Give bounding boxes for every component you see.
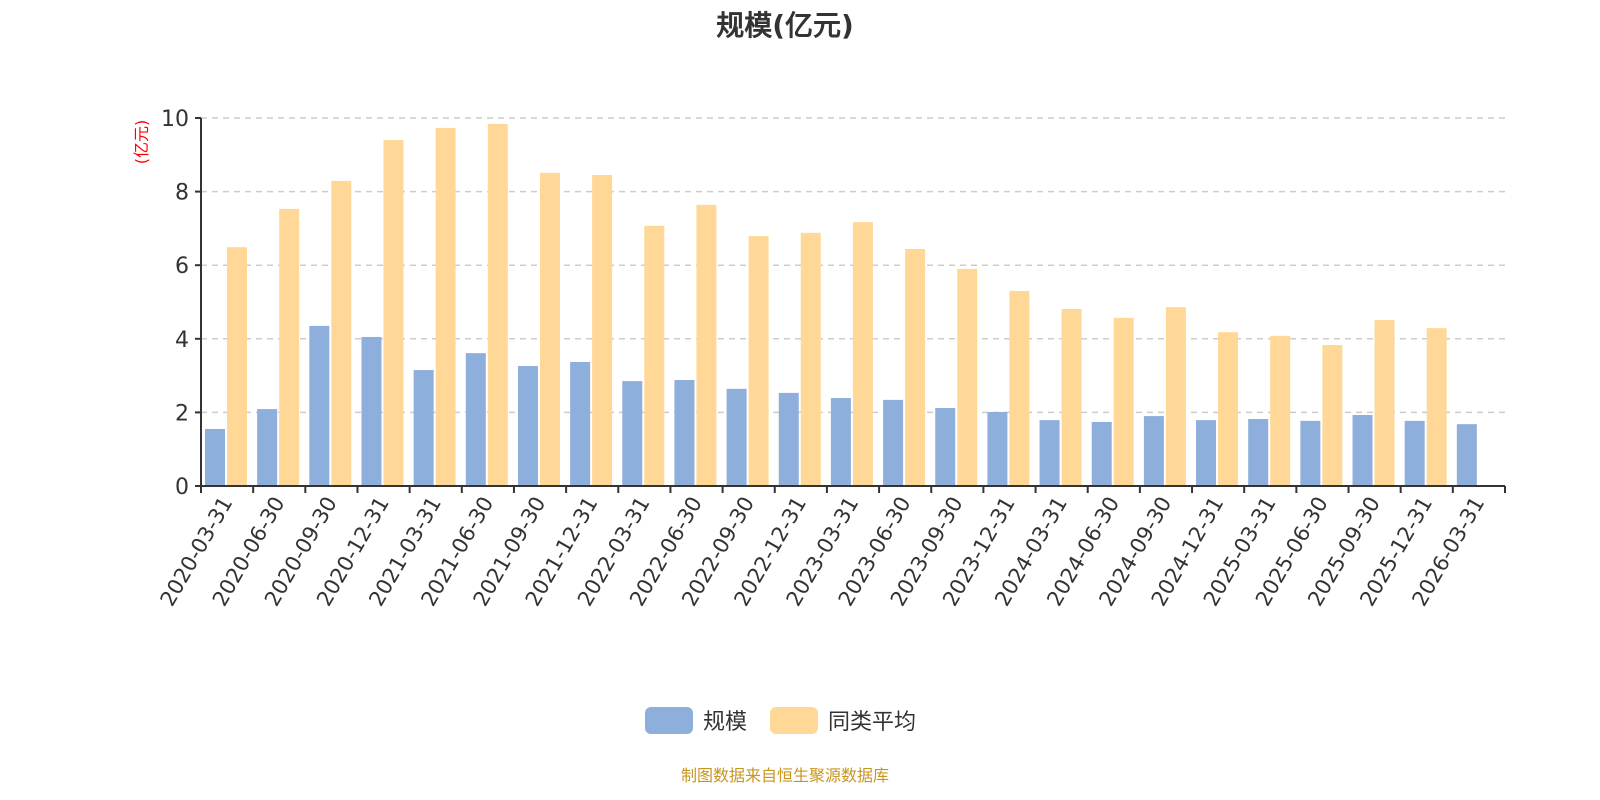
bar-scale bbox=[935, 407, 956, 486]
legend-label: 规模 bbox=[703, 710, 747, 735]
bar-scale bbox=[309, 325, 330, 486]
y-tick-label: 8 bbox=[175, 181, 189, 206]
bar-scale bbox=[1456, 424, 1477, 486]
bar-scale bbox=[726, 388, 747, 486]
y-tick-label: 10 bbox=[161, 107, 189, 132]
y-axis-label: (亿元) bbox=[132, 120, 151, 165]
bar-scale bbox=[570, 361, 591, 486]
bar-peer-average bbox=[1113, 317, 1134, 486]
bar-peer-average bbox=[487, 123, 508, 486]
bar-peer-average bbox=[1009, 290, 1030, 486]
bar-scale bbox=[987, 412, 1008, 486]
y-tick-label: 6 bbox=[175, 254, 189, 279]
bar-peer-average bbox=[852, 222, 873, 487]
bar-scale bbox=[1143, 416, 1164, 486]
bar-peer-average bbox=[331, 180, 352, 487]
bar-scale bbox=[361, 336, 382, 486]
bar-scale bbox=[1248, 419, 1269, 486]
bar-peer-average bbox=[644, 225, 665, 486]
bar-scale bbox=[1352, 414, 1373, 486]
bar-scale bbox=[778, 392, 799, 486]
bar-scale bbox=[205, 428, 225, 486]
bar-peer-average bbox=[539, 172, 560, 486]
bar-scale bbox=[830, 398, 851, 486]
bar-peer-average bbox=[1374, 320, 1395, 486]
legend-swatch bbox=[645, 707, 693, 734]
bar-scale bbox=[517, 366, 538, 486]
bar-peer-average bbox=[1218, 332, 1239, 486]
bar-peer-average bbox=[1270, 335, 1291, 486]
bar-scale bbox=[674, 380, 695, 486]
bar-peer-average bbox=[227, 247, 247, 486]
bar-peer-average bbox=[1165, 307, 1186, 486]
bar-scale bbox=[257, 409, 278, 486]
bar-peer-average bbox=[696, 204, 717, 486]
bar-peer-average bbox=[748, 236, 769, 486]
bar-scale bbox=[1196, 420, 1217, 486]
legend-swatch bbox=[770, 707, 818, 734]
bar-peer-average bbox=[1061, 308, 1082, 486]
legend-label: 同类平均 bbox=[828, 710, 916, 735]
y-tick-label: 2 bbox=[175, 401, 189, 426]
bar-peer-average bbox=[800, 232, 821, 486]
bar-scale bbox=[622, 381, 643, 486]
bar-scale bbox=[1300, 420, 1321, 486]
bar-scale bbox=[1404, 420, 1425, 486]
bar-peer-average bbox=[383, 140, 404, 486]
bar-scale bbox=[465, 353, 486, 486]
bar-scale bbox=[413, 370, 434, 486]
bar-peer-average bbox=[279, 208, 300, 486]
bar-scale bbox=[1039, 420, 1060, 486]
bar-peer-average bbox=[435, 127, 456, 486]
y-tick-label: 0 bbox=[175, 475, 189, 500]
bar-peer-average bbox=[1426, 328, 1447, 486]
bar-scale bbox=[1091, 421, 1112, 486]
bar-peer-average bbox=[592, 175, 613, 487]
data-source-footer: 制图数据来自恒生聚源数据库 bbox=[680, 766, 889, 785]
bar-scale bbox=[883, 399, 904, 486]
y-tick-label: 4 bbox=[175, 328, 189, 353]
bar-peer-average bbox=[905, 249, 926, 486]
bar-peer-average bbox=[957, 268, 978, 486]
bar-peer-average bbox=[1322, 345, 1343, 486]
chart-title: 规模(亿元) bbox=[716, 9, 854, 42]
